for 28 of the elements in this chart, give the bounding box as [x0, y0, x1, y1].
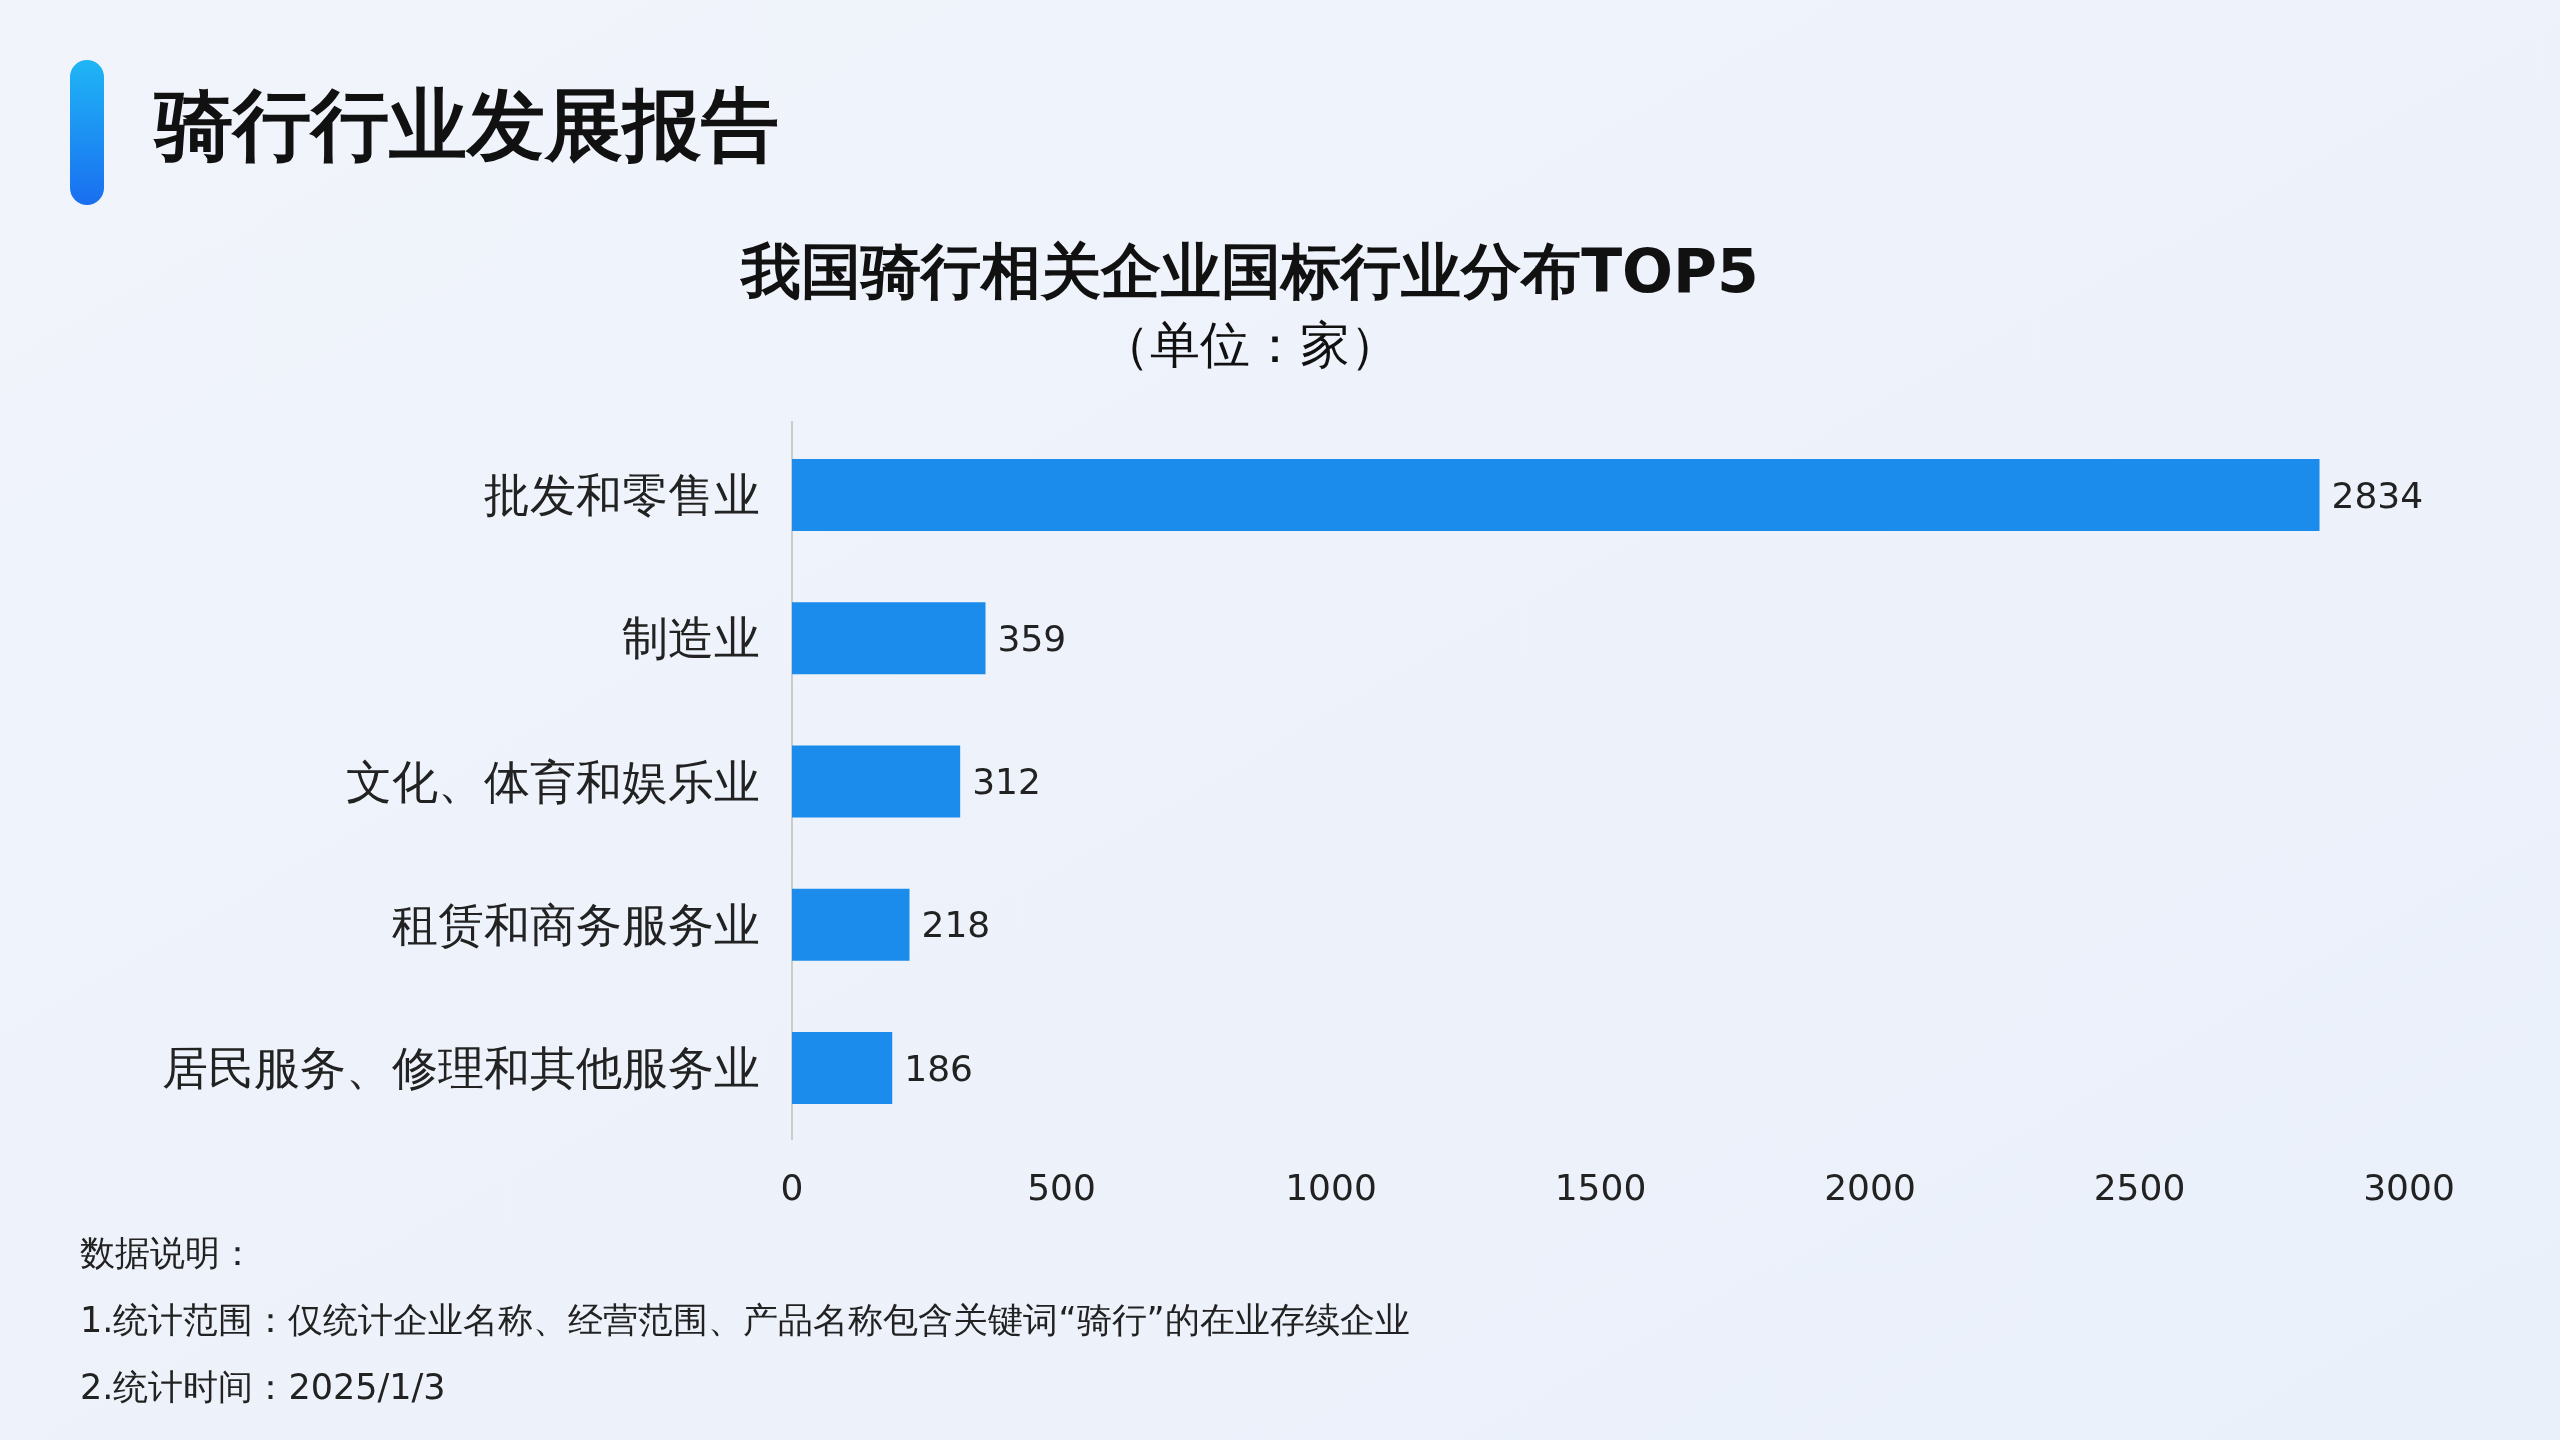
x-tick-label: 1000 — [1285, 1167, 1377, 1208]
x-tick-label: 1500 — [1554, 1167, 1647, 1208]
text: 2.统计时间：2025/1/3 — [80, 1367, 446, 1407]
data-label: 359 — [997, 617, 1067, 659]
data-label: 218 — [921, 904, 991, 946]
chart-subtitle: （单位：家） — [1100, 316, 1400, 374]
bar — [792, 1032, 893, 1104]
y-tick-label: 居民服务、修理和其他服务业 — [162, 1041, 760, 1096]
y-tick-label: 租赁和商务服务业 — [392, 897, 760, 952]
chart-title: 我国骑行相关企业国标行业分布TOP5 — [739, 236, 1759, 306]
y-tick-label: 批发和零售业 — [484, 468, 760, 523]
data-label: 186 — [904, 1047, 973, 1089]
x-tick-label: 2500 — [2093, 1167, 2186, 1208]
text: 1.统计范围：仅统计企业名称、经营范围、产品名称包含关键词“骑行”的在业存续企业 — [80, 1300, 1410, 1340]
data-label: 2834 — [2331, 474, 2424, 516]
bar — [792, 745, 961, 818]
y-tick-label: 制造业 — [622, 611, 760, 666]
bar — [792, 602, 986, 675]
data-label: 312 — [972, 761, 1041, 803]
x-tick-label: 0 — [780, 1167, 804, 1208]
text: 数据说明： — [80, 1233, 255, 1273]
bar — [792, 459, 2320, 531]
bar — [792, 888, 910, 961]
x-tick-label: 2000 — [1824, 1167, 1916, 1208]
x-tick-label: 500 — [1027, 1167, 1096, 1208]
text: 骑行行业发展报告 — [153, 80, 779, 170]
y-tick-label: 文化、体育和娱乐业 — [346, 754, 760, 809]
x-tick-label: 3000 — [2363, 1167, 2455, 1208]
